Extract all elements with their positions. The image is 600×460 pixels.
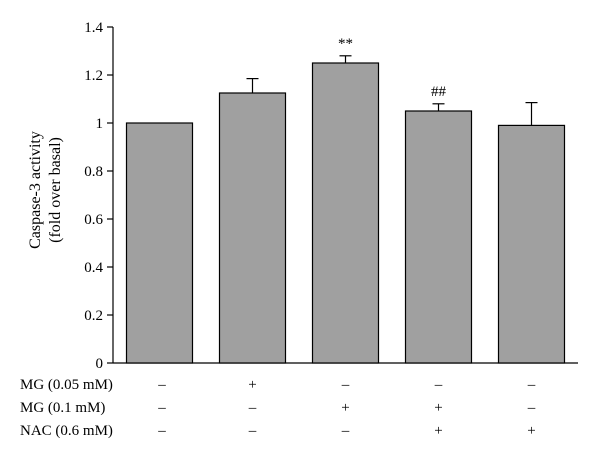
bar (125, 122, 194, 364)
y-tick-label: 1 (96, 116, 104, 132)
condition-symbol: + (527, 423, 535, 439)
bar (497, 124, 566, 364)
significance-annotations: ** ## (338, 36, 447, 100)
bar (218, 92, 287, 364)
y-tick-label: 0.8 (84, 164, 103, 180)
condition-symbol: – (157, 377, 166, 393)
condition-label: MG (0.1 mM) (20, 400, 105, 416)
y-tick-label: 0.4 (84, 260, 103, 276)
y-tick-label: 0.2 (84, 308, 103, 324)
condition-symbol: – (527, 377, 536, 393)
error-bars (246, 55, 538, 126)
condition-symbol: – (157, 400, 166, 416)
condition-symbol: – (527, 400, 536, 416)
condition-symbol: + (341, 400, 349, 416)
condition-symbol: – (434, 377, 443, 393)
bars (125, 62, 566, 364)
condition-table: MG (0.05 mM) – + – – – MG (0.1 mM) – – + + – NAC (0.… (20, 377, 536, 439)
y-tick-label: 0 (96, 356, 104, 372)
condition-symbol: + (248, 377, 256, 393)
y-tick-label: 1.2 (84, 68, 103, 84)
condition-symbol: + (434, 400, 442, 416)
y-axis-title-line-2: (fold over basal) (47, 137, 64, 243)
y-axis: 0 0.2 0.4 0.6 0.8 1 1.2 1.4 (84, 20, 114, 372)
condition-symbol: – (157, 423, 166, 439)
y-axis-title: Caspase-3 activity (fold over basal) (27, 131, 64, 249)
bar (311, 62, 380, 364)
condition-symbol: – (248, 423, 257, 439)
significance-label: ** (338, 36, 353, 52)
condition-symbol: – (248, 400, 257, 416)
significance-label: ## (431, 84, 447, 100)
y-axis-title-line-1: Caspase-3 activity (27, 131, 44, 249)
condition-label: MG (0.05 mM) (20, 377, 113, 393)
condition-symbol: – (341, 423, 350, 439)
condition-label: NAC (0.6 mM) (20, 423, 113, 439)
condition-symbol: + (434, 423, 442, 439)
bar (404, 110, 473, 364)
condition-symbol: – (341, 377, 350, 393)
y-tick-label: 0.6 (84, 212, 103, 228)
y-tick-label: 1.4 (84, 20, 103, 36)
